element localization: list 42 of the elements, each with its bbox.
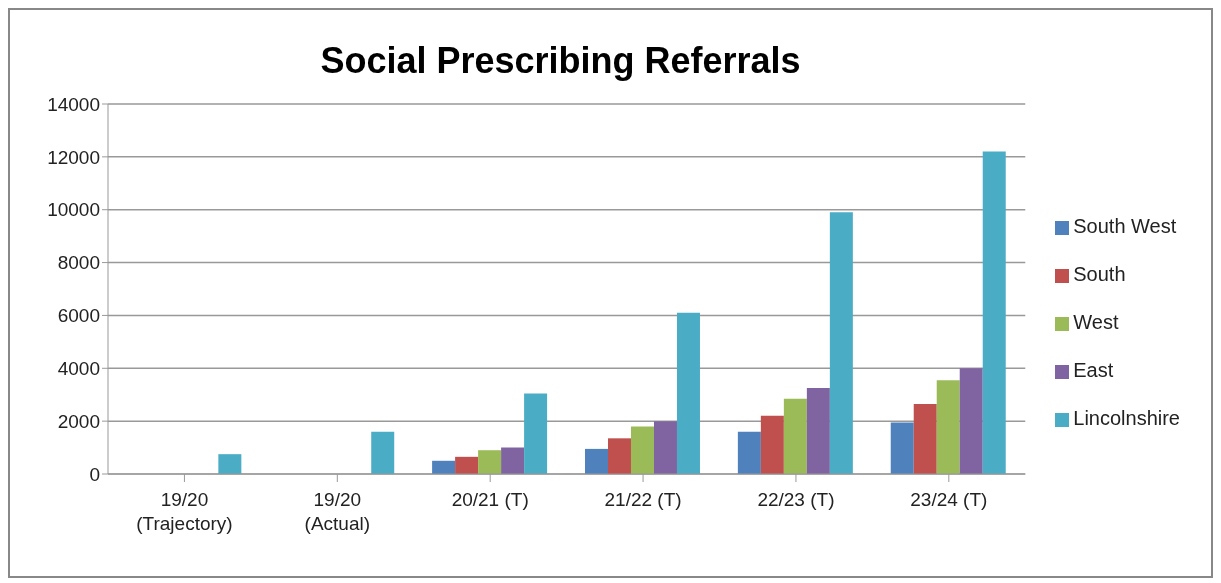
x-tick-label: 19/20 (Trajectory): [136, 489, 233, 534]
bar: [478, 450, 502, 474]
bar: [959, 368, 983, 474]
bar: [913, 403, 937, 474]
x-tick-label: 23/24 (T): [910, 489, 988, 510]
bar: [432, 460, 456, 474]
legend-label: East: [1073, 359, 1114, 381]
y-tick-label: 2000: [57, 410, 100, 432]
bar: [982, 151, 1006, 474]
y-tick-label: 14000: [47, 93, 100, 115]
bar: [455, 456, 479, 474]
bar: [676, 312, 700, 474]
bar: [653, 421, 677, 474]
y-tick-label: 0: [89, 463, 100, 485]
x-tick-label: 22/23 (T): [757, 489, 835, 510]
bar: [829, 212, 853, 474]
bar: [371, 431, 395, 474]
legend-label: Lincolnshire: [1073, 407, 1180, 429]
legend-label: West: [1073, 311, 1119, 333]
bar: [607, 438, 631, 474]
x-tick-label: 19/20 (Actual): [304, 489, 371, 534]
bar: [806, 388, 830, 474]
x-tick-label: 20/21 (T): [451, 489, 529, 510]
bar: [783, 398, 807, 474]
bar: [584, 448, 608, 474]
bar: [218, 454, 242, 474]
bar: [524, 393, 548, 474]
legend-label: South: [1073, 263, 1126, 285]
legend-label: South West: [1073, 215, 1177, 237]
bar: [890, 422, 914, 474]
y-tick-label: 4000: [57, 358, 100, 380]
bar: [630, 426, 654, 474]
y-tick-label: 6000: [57, 305, 100, 327]
y-tick-label: 8000: [57, 252, 100, 274]
bar: [501, 447, 525, 474]
y-tick-label: 12000: [47, 146, 100, 168]
chart-title: Social Prescribing Referrals: [319, 40, 802, 82]
bar: [737, 431, 761, 474]
bar: [936, 380, 960, 474]
y-tick-label: 10000: [47, 199, 100, 221]
x-tick-label: 21/22 (T): [604, 489, 682, 510]
bar: [760, 415, 784, 474]
